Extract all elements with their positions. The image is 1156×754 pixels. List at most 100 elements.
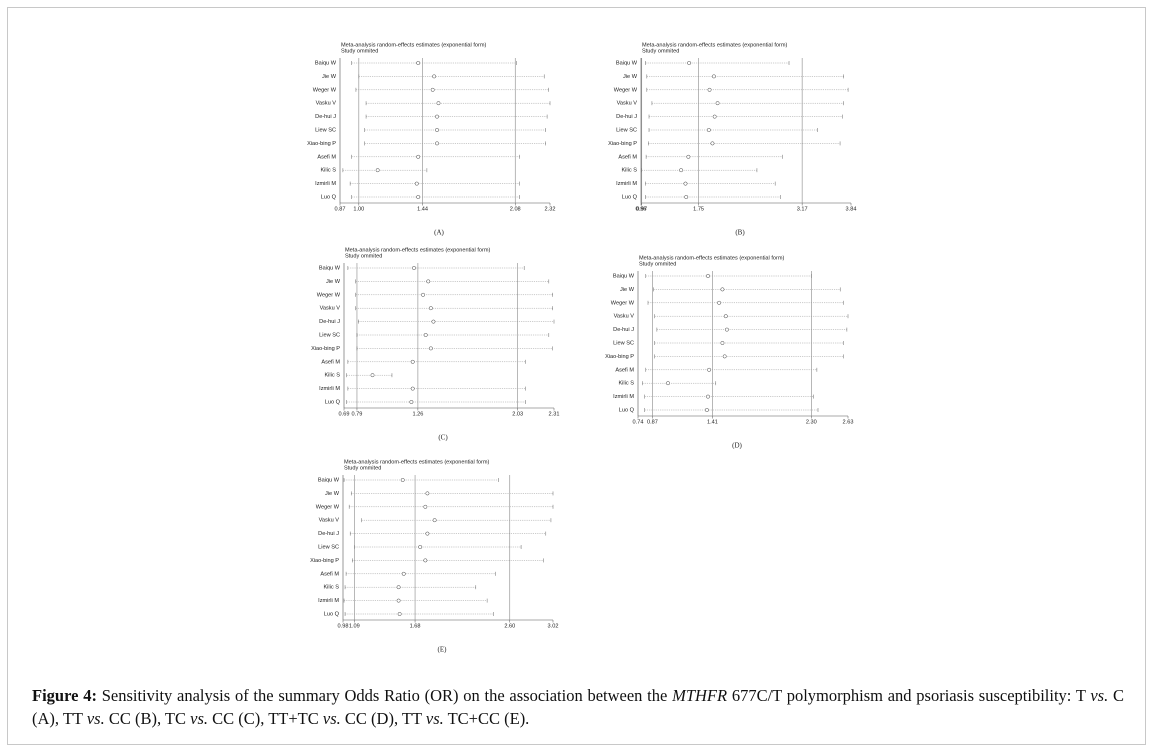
x-tick-label: 2.60 (504, 623, 515, 629)
x-tick-label: 0.74 (633, 419, 644, 425)
estimate-point (409, 400, 414, 404)
estimate-point (432, 518, 437, 523)
estimate-point (720, 341, 725, 345)
estimate-point (423, 504, 428, 509)
chart-subtitle: Study ommited (344, 465, 381, 471)
estimate-point (720, 287, 725, 292)
study-label: Kilic S (618, 381, 634, 387)
study-label: Izmirli M (315, 181, 336, 187)
estimate-point (679, 168, 684, 173)
estimate-point (397, 612, 402, 616)
estimate-point (401, 571, 406, 576)
x-tick-label: 2.08 (510, 206, 521, 212)
x-tick-label: 3.84 (846, 206, 857, 212)
estimate-point (426, 279, 431, 284)
caption-text: CC (D), TT (340, 709, 426, 728)
caption-text: vs. (86, 709, 105, 728)
study-label: Luo Q (622, 194, 638, 200)
x-tick-label: 1.41 (707, 419, 718, 425)
estimate-point (421, 292, 426, 297)
estimate-point (706, 394, 710, 399)
study-label: Weger W (614, 87, 638, 93)
study-label: Kilic S (323, 585, 339, 591)
x-tick-label: 0.98 (338, 623, 349, 629)
estimate-point (435, 141, 439, 146)
caption-text: 677C/T polymorphism and psoriasis suscep… (727, 686, 1091, 705)
study-label: Xiao-bing P (307, 141, 336, 147)
study-label: Baiqu W (315, 60, 337, 66)
study-label: Jie W (322, 74, 337, 80)
caption-text: vs. (322, 709, 341, 728)
estimate-point (435, 114, 439, 119)
panel-label: (A) (434, 229, 444, 237)
estimate-point (712, 114, 717, 119)
study-label: Baiqu W (319, 265, 341, 271)
study-label: Weger W (316, 504, 340, 510)
study-label: Vasku V (614, 314, 635, 320)
study-label: Jie W (326, 279, 341, 285)
study-label: Izmirli M (613, 394, 634, 400)
study-label: Kilic S (324, 373, 340, 379)
chart-title: Meta-analysis random-effects estimates (… (345, 247, 491, 253)
chart-subtitle: Study ommited (341, 48, 378, 54)
study-label: Jie W (620, 287, 635, 293)
x-tick-label: 1.68 (410, 623, 421, 629)
x-tick-label: 0.96 (636, 206, 647, 212)
study-label: Weger W (313, 87, 337, 93)
study-label: Izmirli M (318, 598, 339, 604)
study-label: Vasku V (319, 518, 340, 524)
study-label: Xiao-bing P (605, 354, 634, 360)
study-label: Liew SC (319, 332, 340, 338)
estimate-point (666, 381, 670, 386)
study-label: Vasku V (316, 101, 337, 107)
estimate-point (724, 327, 729, 332)
estimate-point (711, 74, 716, 79)
study-label: Weger W (611, 300, 635, 306)
estimate-point (416, 195, 421, 199)
x-tick-label: 0.79 (352, 411, 363, 417)
study-label: Asefi M (321, 359, 340, 365)
x-tick-label: 1.09 (349, 623, 360, 629)
x-tick-label: 1.75 (693, 206, 704, 212)
study-label: De-hui J (315, 114, 336, 120)
chart-title: Meta-analysis random-effects estimates (… (344, 459, 490, 465)
study-label: Izmirli M (319, 386, 340, 392)
caption-text: C (A), TT (32, 686, 1124, 728)
study-label: Kilic S (320, 168, 336, 174)
study-label: Asefi M (317, 154, 336, 160)
caption-text: vs. (425, 709, 444, 728)
estimate-point (370, 373, 375, 378)
study-label: Asefi M (615, 367, 634, 373)
x-tick-label: 1.26 (412, 411, 423, 417)
study-label: Xiao-bing P (311, 346, 340, 352)
caption-text: vs. (190, 709, 209, 728)
figure-frame (7, 7, 1146, 745)
x-tick-label: 1.00 (353, 206, 364, 212)
panel-label: (E) (438, 646, 448, 654)
estimate-point (416, 154, 421, 159)
x-tick-label: 0.69 (339, 411, 350, 417)
estimate-point (410, 359, 415, 364)
x-tick-label: 2.32 (545, 206, 556, 212)
estimate-point (706, 274, 710, 278)
estimate-point (425, 531, 430, 536)
caption-text: CC (C), TT+TC (208, 709, 323, 728)
x-tick-label: 1.44 (417, 206, 428, 212)
estimate-point (715, 101, 720, 106)
study-label: Baiqu W (613, 273, 635, 279)
study-label: Asefi M (320, 571, 339, 577)
estimate-point (686, 154, 691, 159)
estimate-point (410, 386, 415, 391)
study-label: Xiao-bing P (310, 558, 339, 564)
chart-subtitle: Study ommited (345, 253, 382, 259)
panel-label: (C) (438, 434, 448, 442)
study-label: Asefi M (618, 154, 637, 160)
estimate-point (423, 558, 428, 563)
x-tick-label: 3.17 (797, 206, 808, 212)
x-tick-label: 0.87 (335, 206, 346, 212)
caption-text: TC+CC (E). (443, 709, 530, 728)
study-label: De-hui J (613, 327, 634, 333)
x-tick-label: 3.02 (548, 623, 559, 629)
estimate-point (687, 61, 692, 65)
study-label: Luo Q (619, 407, 635, 413)
